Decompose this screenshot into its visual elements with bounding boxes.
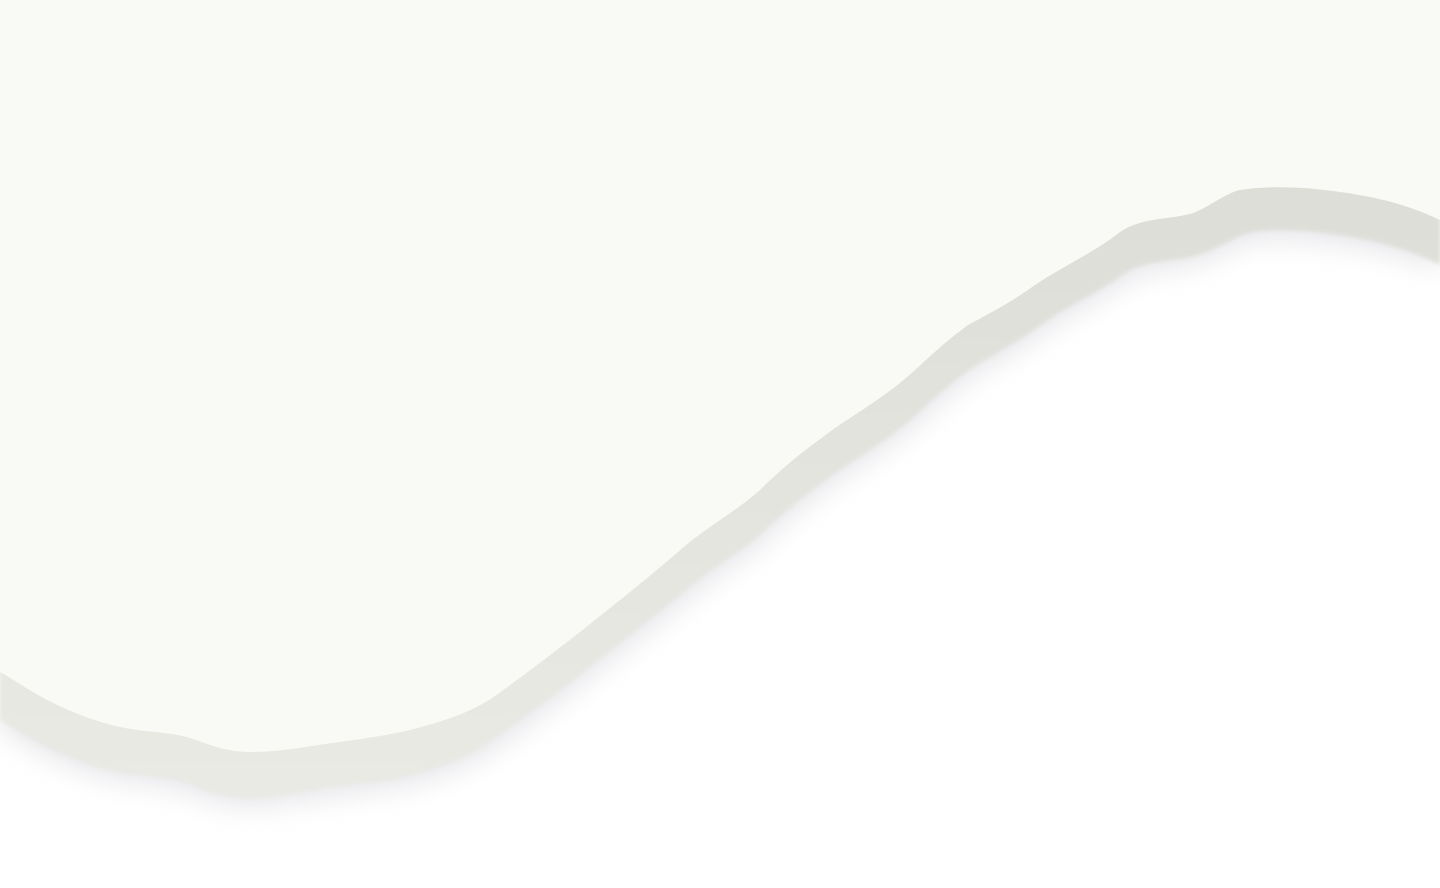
- paper-surface: [0, 0, 1440, 752]
